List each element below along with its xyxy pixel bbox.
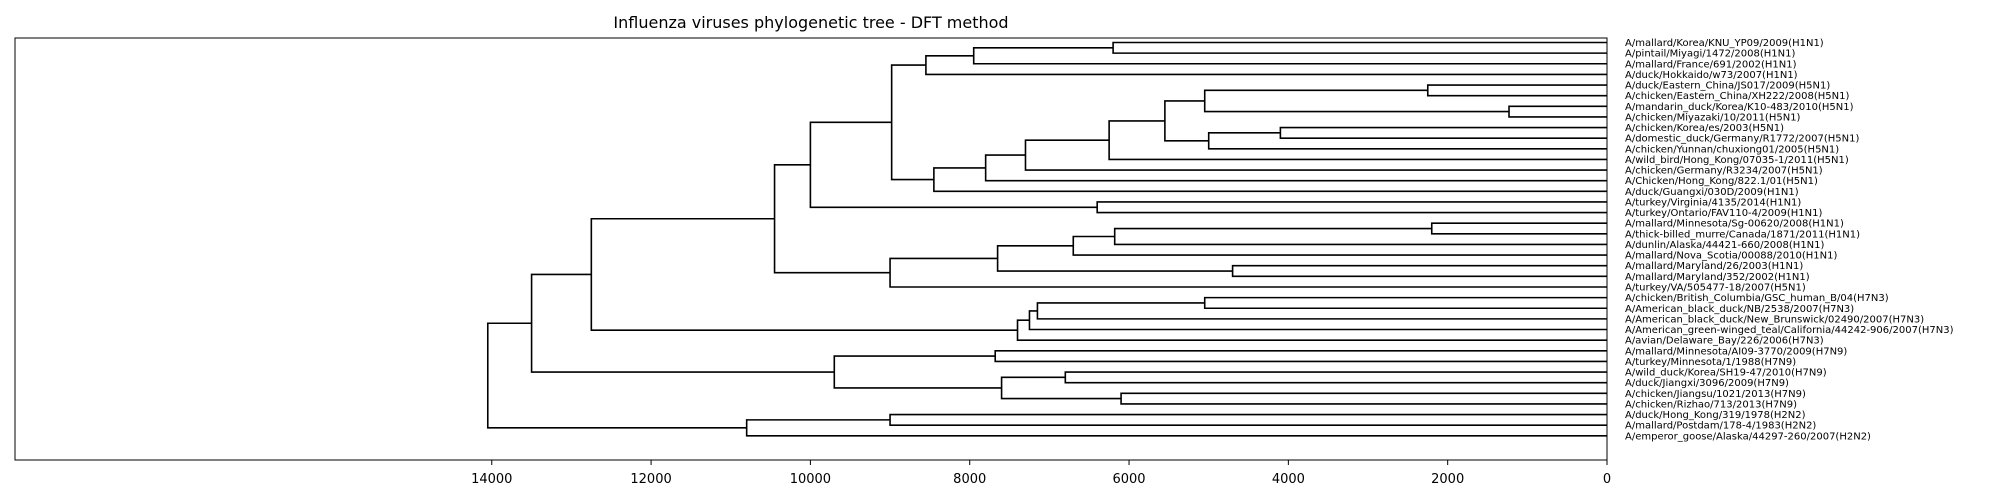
tree-link (1120, 392, 1607, 405)
leaf-label: A/mallard/Minnesota/Sg-00620/2008(H1N1) (1625, 219, 1844, 230)
plot-frame (14, 37, 1608, 461)
leaf-label: A/mallard/Maryland/26/2003(H1N1) (1625, 261, 1803, 272)
leaf-label: A/chicken/Rizhao/713/2013(H7N9) (1625, 399, 1797, 410)
leaf-label: A/emperor_goose/Alaska/44297-260/2007(H2… (1625, 431, 1871, 442)
tree-link (1024, 139, 1607, 171)
leaf-labels: A/mallard/Korea/KNU_YP09/2009(H1N1)A/pin… (1625, 38, 1954, 442)
leaf-label: A/duck/Jiangxi/3096/2009(H7N9) (1625, 378, 1789, 389)
leaf-label: A/chicken/Jiangsu/1021/2013(H7N9) (1625, 389, 1806, 400)
leaf-label: A/mallard/Maryland/352/2002(H1N1) (1625, 272, 1810, 283)
leaf-label: A/chicken/Yunnan/chuxiong01/2005(H5N1) (1625, 144, 1839, 155)
leaf-label: A/chicken/Eastern_China/XH222/2008(H5N1) (1625, 91, 1849, 102)
leaf-label: A/turkey/VA/505477-18/2007(H5N1) (1625, 282, 1806, 293)
tree-links (486, 41, 1607, 437)
chart-title: Influenza viruses phylogenetic tree - DF… (613, 13, 1009, 32)
x-tick-label: 8000 (953, 472, 986, 487)
leaf-label: A/chicken/British_Columbia/GSC_human_B/0… (1625, 293, 1889, 304)
tree-link (1430, 222, 1607, 235)
tree-link (1207, 132, 1607, 150)
leaf-label: A/mallard/Minnesota/AI09-3770/2009(H7N9) (1625, 346, 1847, 357)
leaf-label: A/chicken/Germany/R3234/2007(H5N1) (1625, 166, 1823, 177)
tree-link (1231, 264, 1607, 278)
leaf-label: A/turkey/Minnesota/1/1988(H7N9) (1625, 357, 1796, 368)
x-tick-label: 10000 (790, 472, 831, 487)
leaf-label: A/turkey/Ontario/FAV110-4/2009(H1N1) (1625, 208, 1822, 219)
tree-link (994, 349, 1607, 363)
tree-link (1203, 89, 1510, 113)
tree-link (773, 164, 891, 274)
leaf-label: A/duck/Hokkaido/w73/2007(H1N1) (1625, 70, 1798, 81)
x-tick-label: 4000 (1272, 472, 1305, 487)
leaf-label: A/duck/Hong_Kong/319/1978(H2N2) (1625, 410, 1806, 421)
leaf-label: A/wild_bird/Hong_Kong/07035-1/2011(H5N1) (1625, 155, 1849, 166)
tree-link (972, 47, 1607, 65)
leaf-label: A/Chicken/Hong_Kong/822.1/01(H5N1) (1625, 176, 1818, 187)
tree-link (1279, 126, 1607, 139)
tree-link (590, 217, 1018, 331)
x-tick-label: 6000 (1112, 472, 1145, 487)
leaf-label: A/duck/Guangxi/030D/2009(H1N1) (1625, 187, 1799, 198)
leaf-label: A/dunlin/Alaska/44421-660/2008(H1N1) (1625, 240, 1825, 251)
tree-link (1108, 120, 1607, 161)
leaf-label: A/mallard/France/691/2002(H1N1) (1625, 59, 1797, 70)
x-tick-label: 12000 (630, 472, 671, 487)
tree-link (486, 322, 747, 429)
tree-link (1508, 105, 1607, 118)
tree-link (996, 244, 1233, 272)
tree-link (1072, 235, 1607, 256)
leaf-label: A/domestic_duck/Germany/R1772/2007(H5N1) (1625, 134, 1859, 145)
leaf-label: A/chicken/Miyazaki/10/2011(H5N1) (1625, 112, 1801, 123)
tree-link (1203, 296, 1607, 310)
tree-link (1096, 201, 1607, 214)
x-tick-label: 0 (1603, 472, 1611, 487)
tree-link (1028, 310, 1607, 331)
tree-link (745, 419, 1607, 437)
leaf-label: A/thick-billed_murre/Canada/1871/2011(H1… (1625, 229, 1860, 240)
tree-link (933, 167, 1607, 193)
leaf-label: A/pintail/Miyagi/1472/2008(H1N1) (1625, 49, 1795, 60)
leaf-label: A/mandarin_duck/Korea/K10-483/2010(H5N1) (1625, 102, 1854, 113)
leaf-label: A/American_black_duck/New_Brunswick/0249… (1625, 314, 1924, 325)
tree-link (1064, 371, 1607, 384)
leaf-label: A/American_green-winged_teal/California/… (1625, 325, 1954, 336)
leaf-label: A/wild_duck/Korea/SH19-47/2010(H7N9) (1625, 368, 1827, 379)
leaf-label: A/mallard/Postdam/178-4/1983(H2N2) (1625, 421, 1816, 432)
tree-link (1113, 227, 1607, 246)
tree-link (890, 64, 934, 181)
x-tick-label: 2000 (1431, 472, 1464, 487)
leaf-label: A/American_black_duck/NB/2538/2007(H7N3) (1625, 304, 1854, 315)
x-axis: 14000 12000 10000 8000 6000 4000 2000 0 (471, 460, 1611, 487)
tree-link (1036, 302, 1607, 320)
leaf-label: A/mallard/Korea/KNU_YP09/2009(H1N1) (1625, 38, 1824, 49)
tree-link (809, 121, 1098, 209)
tree-link (889, 413, 1607, 426)
tree-link (1164, 100, 1209, 142)
leaf-label: A/turkey/Virginia/4135/2014(H1N1) (1625, 197, 1801, 208)
leaf-label: A/avian/Delaware_Bay/226/2006(H7N3) (1625, 336, 1824, 347)
leaf-label: A/chicken/Korea/es/2003(H5N1) (1625, 123, 1784, 134)
tree-link (1426, 84, 1607, 97)
x-tick-label: 14000 (471, 472, 512, 487)
tree-link (1016, 319, 1607, 341)
tree-link (1112, 41, 1607, 54)
tree-link (925, 54, 1607, 76)
tree-link (530, 273, 835, 373)
tree-link (1000, 376, 1122, 400)
leaf-label: A/duck/Eastern_China/JS017/2009(H5N1) (1625, 81, 1830, 92)
leaf-label: A/mallard/Nova_Scotia/00088/2010(H1N1) (1625, 251, 1837, 262)
tree-link (833, 355, 1002, 389)
